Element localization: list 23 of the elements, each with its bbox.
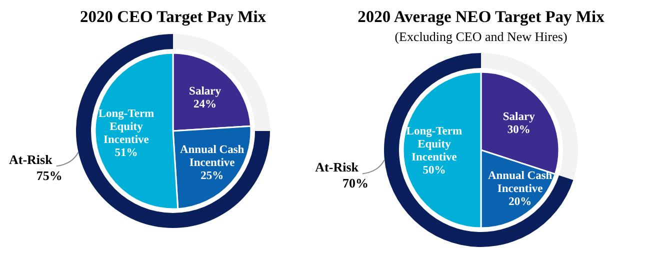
data-label: 20% xyxy=(508,196,532,208)
chart-title: 2020 Average NEO Target Pay Mix xyxy=(358,7,606,26)
data-label: 70% xyxy=(342,176,368,191)
data-label: 24% xyxy=(194,98,217,110)
slice-label: Long-Term Equity Incentive xyxy=(98,108,155,146)
donut-slice xyxy=(76,34,270,228)
data-label: 51% xyxy=(114,146,138,159)
donut-slice xyxy=(384,53,574,247)
slice-label: At-Risk xyxy=(315,160,360,175)
data-label: 25% xyxy=(200,170,224,182)
slice-label: Annual Cash Incentive xyxy=(488,170,553,195)
slice-label: Salary xyxy=(502,110,536,123)
data-label: 75% xyxy=(36,168,62,184)
chart-title: 2020 CEO Target Pay Mix xyxy=(80,7,267,26)
data-label: 50% xyxy=(422,164,446,176)
slice-label: Long-Term Equity Incentive xyxy=(406,126,463,164)
slice-label: Annual Cash Incentive xyxy=(180,144,245,169)
donut-slice xyxy=(173,34,270,131)
data-label: 30% xyxy=(507,124,530,136)
donut-slice xyxy=(481,53,578,180)
slice-label: Salary xyxy=(189,85,222,98)
slice-label: At-Risk xyxy=(8,152,54,168)
chart-subtitle: (Excluding CEO and New Hires) xyxy=(394,29,568,44)
